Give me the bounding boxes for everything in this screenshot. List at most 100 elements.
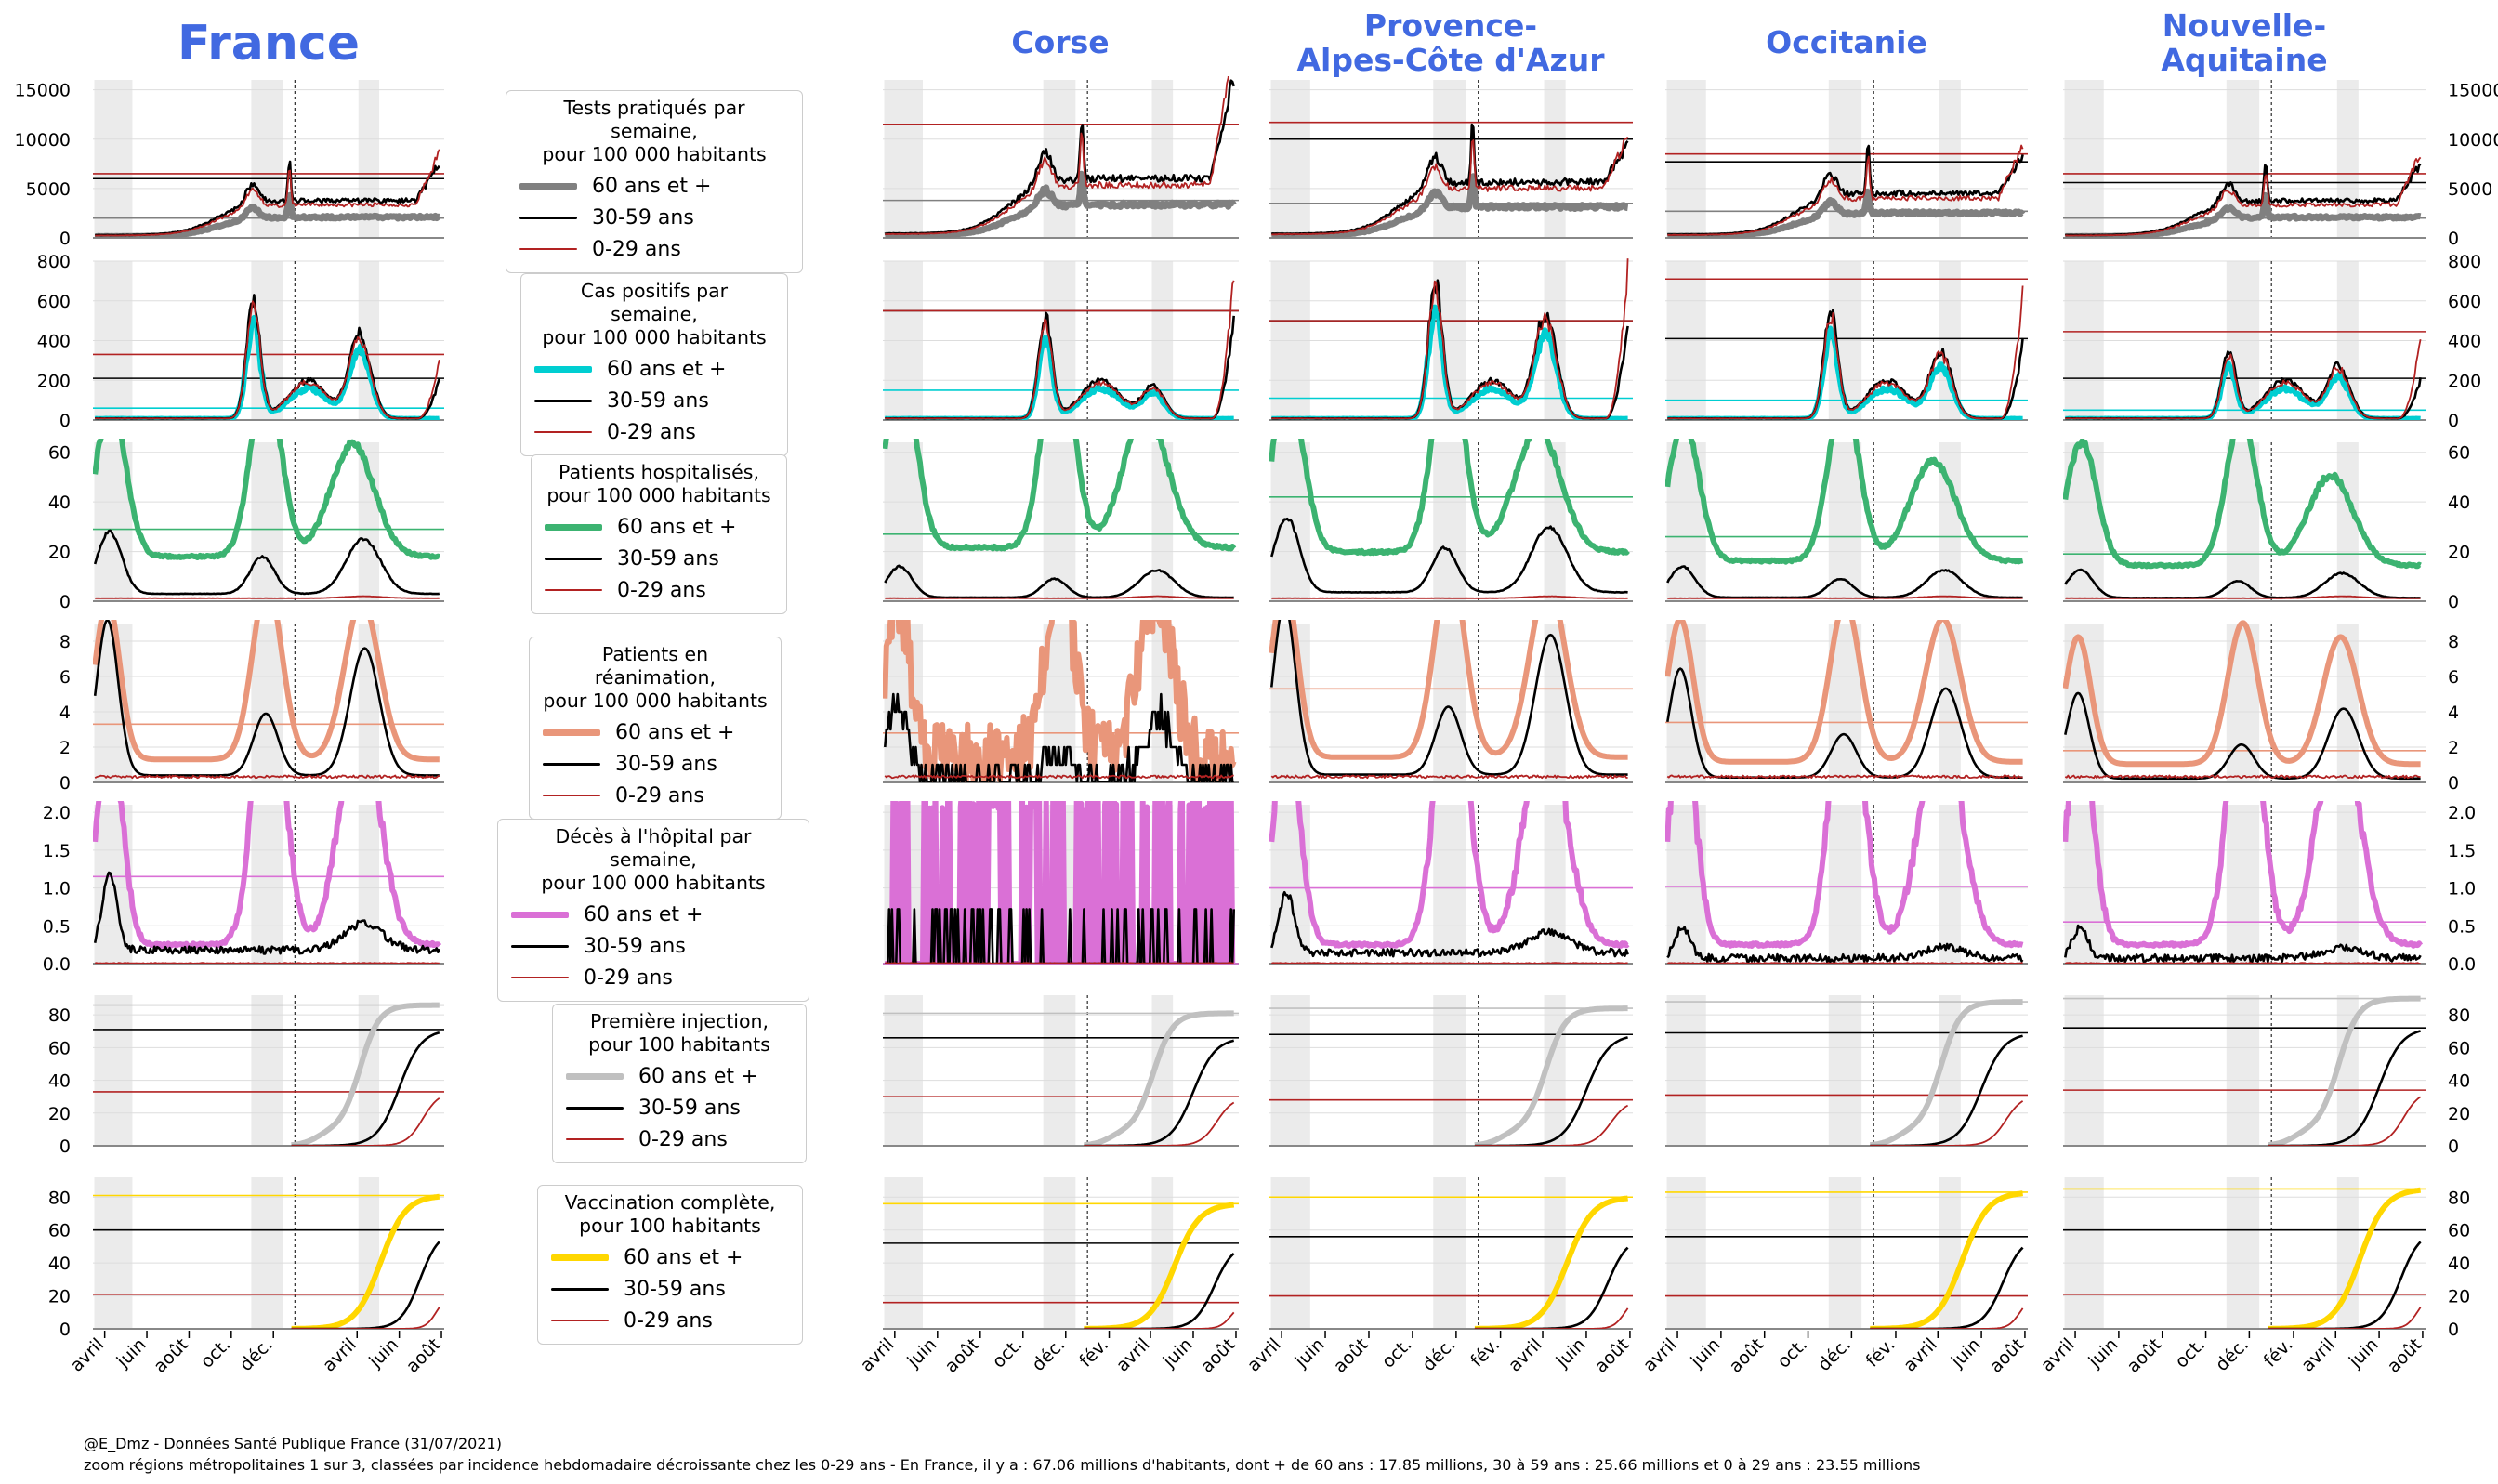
series-0-29 xyxy=(95,300,440,420)
legend-entry: 30-59 ans xyxy=(534,385,774,416)
legend-title: Décès à l'hôpital par semaine, pour 100 0… xyxy=(511,825,795,895)
legend-entry: 0-29 ans xyxy=(551,1305,789,1336)
x-tick-label: juin xyxy=(2345,1334,2383,1372)
y-tick-label: 15000 xyxy=(15,81,71,101)
panel-3-3 xyxy=(1665,620,2028,783)
x-tick-label: oct. xyxy=(1378,1334,1416,1372)
shade-period-1 xyxy=(1433,624,1466,782)
series-0-29 xyxy=(2065,595,2421,599)
y-tick-label: 40 xyxy=(48,1254,71,1274)
panel-0-2 xyxy=(1269,80,1633,239)
legend-entry: 30-59 ans xyxy=(511,930,795,962)
y-tick-label: 8 xyxy=(59,632,71,652)
panel-0-3 xyxy=(1665,80,2028,239)
y-tick-label: 20 xyxy=(2448,543,2470,563)
y-tick-label: 80 xyxy=(2448,1188,2470,1208)
legend-title-line: pour 100 habitants xyxy=(579,1215,761,1237)
shade-period-0 xyxy=(1666,80,1706,238)
legend-label: 0-29 ans xyxy=(607,420,696,444)
y-tick-label: 40 xyxy=(2448,1254,2470,1274)
legend-entry: 0-29 ans xyxy=(511,962,795,993)
y-tick-label: 20 xyxy=(48,1287,71,1307)
x-tick-label: avril xyxy=(1505,1334,1546,1376)
y-tick-label: 60 xyxy=(48,1221,71,1241)
x-tick-label: déc. xyxy=(1814,1334,1855,1375)
shade-period-2 xyxy=(2336,80,2359,238)
series-30-59 xyxy=(2064,924,2422,964)
legend-label: 0-29 ans xyxy=(617,578,706,602)
shade-period-0 xyxy=(884,442,923,601)
legend-title-line: Cas positifs par semaine, xyxy=(580,280,729,325)
shade-period-0 xyxy=(884,80,923,238)
panel-4-4: 0.0 0.5 1.0 1.5 2.0 xyxy=(2063,801,2476,975)
y-tick-label: 800 xyxy=(37,252,71,272)
region-title-line: France xyxy=(177,16,361,72)
series-0-29 xyxy=(291,1307,440,1329)
y-tick-label: 20 xyxy=(48,1104,71,1124)
legend-swatch xyxy=(519,248,577,250)
panel-0-1 xyxy=(883,76,1239,239)
shade-period-0 xyxy=(1270,995,1310,1146)
panel-5-3 xyxy=(1665,995,2028,1147)
region-title-line: Nouvelle- xyxy=(2162,7,2327,44)
y-tick-label: 15000 xyxy=(2448,81,2498,101)
legend-label: 30-59 ans xyxy=(607,388,709,413)
x-tick-label: juin xyxy=(1552,1334,1590,1372)
panel-2-1 xyxy=(883,439,1239,602)
series-60 xyxy=(883,439,1237,552)
shade-period-1 xyxy=(2226,1177,2260,1329)
series-0-29 xyxy=(1666,962,2023,964)
series-0-29 xyxy=(1870,1307,2024,1329)
shade-period-1 xyxy=(251,1177,283,1329)
region-title-1: Corse xyxy=(856,25,1265,60)
y-tick-label: 0 xyxy=(59,592,71,612)
y-tick-label: 60 xyxy=(48,1038,71,1058)
x-tick-label: août xyxy=(2123,1334,2165,1377)
legend-title: Tests pratiqués par semaine, pour 100 000… xyxy=(519,97,789,166)
panel-0-0: 0 5000 10000 15000 xyxy=(15,80,444,249)
y-tick-label: 20 xyxy=(2448,1287,2470,1307)
series-30-59 xyxy=(1666,926,2024,964)
x-tick-label: oct. xyxy=(1773,1334,1811,1372)
series-60 xyxy=(2063,801,2424,949)
y-tick-label: 0.5 xyxy=(2448,916,2476,937)
y-tick-label: 40 xyxy=(2448,1071,2470,1092)
shade-period-0 xyxy=(1666,1177,1706,1329)
series-0-29 xyxy=(1667,595,2023,599)
shade-period-2 xyxy=(2336,805,2359,964)
shade-period-1 xyxy=(1433,805,1466,964)
series-0-29 xyxy=(1667,285,2024,420)
legend-title-line: pour 100 habitants xyxy=(588,1033,770,1056)
shade-period-1 xyxy=(1043,442,1076,601)
series-60 xyxy=(93,620,441,763)
series-30-59 xyxy=(1666,565,2023,599)
series-0-29 xyxy=(1870,1100,2024,1146)
y-tick-label: 0 xyxy=(2448,773,2459,794)
series-30-59 xyxy=(93,620,440,777)
shade-period-2 xyxy=(1544,805,1566,964)
legend-title-line: Tests pratiqués par semaine, xyxy=(563,97,745,142)
series-0-29 xyxy=(884,774,1234,780)
series-60 xyxy=(2063,191,2423,238)
shade-period-1 xyxy=(1433,442,1466,601)
legend-label: 0-29 ans xyxy=(592,237,681,261)
x-tick-label: août xyxy=(1591,1334,1634,1377)
series-60 xyxy=(1665,620,2025,765)
legend-entry: 60 ans et + xyxy=(511,899,795,930)
x-tick-label: avril xyxy=(1900,1334,1941,1376)
series-60 xyxy=(1269,801,1630,950)
series-60 xyxy=(883,801,1236,964)
legend-swatch xyxy=(534,399,592,402)
legend-swatch xyxy=(551,1320,609,1321)
shade-period-0 xyxy=(94,1177,133,1329)
panel-5-2 xyxy=(1269,995,1633,1147)
legend-title: Patients hospitalisés, pour 100 000 habit… xyxy=(545,461,773,507)
legend-label: 30-59 ans xyxy=(584,934,686,958)
y-tick-label: 1.0 xyxy=(2448,879,2476,900)
panel-4-2 xyxy=(1269,801,1633,965)
y-tick-label: 800 xyxy=(2448,252,2481,272)
shade-period-1 xyxy=(1828,442,1862,601)
x-tick-label: fév. xyxy=(1466,1334,1504,1372)
region-title-line: Alpes-Côte d'Azur xyxy=(1296,41,1605,78)
